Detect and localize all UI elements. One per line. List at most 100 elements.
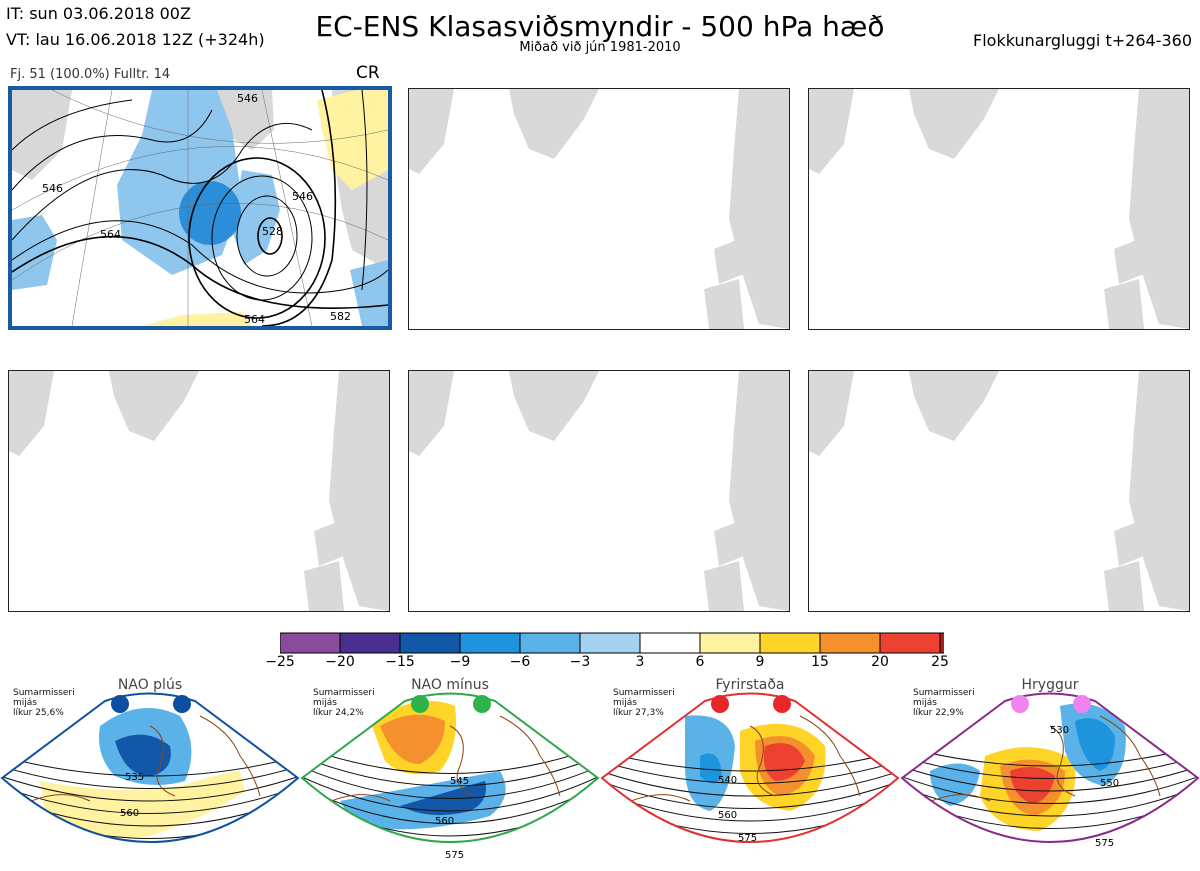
colorbar-tick-label: −25 (265, 654, 295, 670)
classification-window: Flokkunargluggi t+264-360 (973, 31, 1192, 50)
anomaly-area (700, 753, 722, 784)
height-contour (902, 775, 1198, 804)
regime-contour-label: 550 (1100, 778, 1119, 789)
anomaly-area (380, 714, 445, 764)
height-contour (902, 765, 1198, 792)
cluster-panel-4[interactable] (8, 370, 390, 612)
regime-frame (300, 692, 600, 843)
cluster-panel-main[interactable]: 546 546 564 546 528 564 582 (8, 86, 392, 330)
regime-frequency: Sumarmisseri mijás líkur 22,9% (913, 688, 975, 718)
regime-map: 545 560 575 (300, 692, 600, 861)
regime-ridge: 530 550 575 Hryggur Sumarmisseri mijás líkur 2… (900, 676, 1200, 871)
regime-marker (1011, 695, 1029, 713)
contour-label: 546 (42, 182, 63, 195)
member-count: Fj. 51 (100.0%) Fulltr. 14 (10, 67, 171, 82)
cluster-map-2 (409, 89, 789, 329)
colorbar-tick-label: −20 (325, 654, 355, 670)
height-contour (2, 775, 298, 802)
regime-map: 540 560 575 (600, 692, 900, 844)
cluster-map-4 (9, 371, 389, 611)
colorbar-tick-label: −15 (385, 654, 415, 670)
height-contour (2, 765, 298, 789)
chart-title: EC-ENS Klasasviðsmyndir - 500 hPa hæð (315, 10, 885, 43)
regime-frequency-line: mijás (13, 698, 37, 708)
anomaly-area (1010, 767, 1055, 804)
regime-contour-label: 530 (1050, 725, 1069, 736)
colorbar-segment (819, 632, 881, 654)
regime-frequency-line: mijás (913, 698, 937, 708)
cluster-map-main: 546 546 564 546 528 564 582 (12, 90, 388, 326)
height-contour (602, 790, 898, 822)
regime-frame (600, 692, 900, 843)
cluster-map-5 (409, 371, 789, 611)
height-contour (902, 755, 1198, 779)
colorbar-tick-label: 9 (755, 654, 765, 670)
regime-contour-label: 575 (738, 833, 757, 844)
negative-anomaly-se (350, 260, 388, 326)
colorbar-segment (280, 632, 341, 654)
regime-frame (900, 692, 1200, 843)
contour-label: 546 (237, 92, 258, 105)
regime-contour-label: 560 (718, 810, 737, 821)
colorbar-tick-label: 25 (931, 654, 949, 670)
height-contour (302, 785, 598, 824)
regime-frequency: Sumarmisseri mijás líkur 25,6% (13, 688, 75, 718)
regime-map: 535 560 (0, 692, 300, 843)
chart-subtitle: Miðað við jún 1981-2010 (519, 40, 681, 55)
contour-label: 582 (330, 310, 351, 323)
height-contour (602, 760, 898, 784)
canada-land (12, 90, 72, 180)
colorbar-tick-label: 20 (871, 654, 889, 670)
colorbar-segment (879, 632, 941, 654)
cluster-map-3 (809, 89, 1189, 329)
colorbar-segment (699, 632, 761, 654)
cluster-panel-6[interactable] (808, 370, 1190, 612)
regime-title: NAO mínus (411, 677, 489, 693)
colorbar-segment (939, 632, 944, 654)
height-contour (302, 765, 598, 799)
colorbar-segment (639, 632, 701, 654)
cluster-panel-5[interactable] (408, 370, 790, 612)
height-contour (602, 770, 898, 797)
anomaly-area (115, 734, 171, 776)
regime-frequency-line: líkur 27,3% (613, 708, 664, 718)
strong-negative-anomaly (179, 181, 241, 245)
regime-marker (411, 695, 429, 713)
regime-map: 530 550 575 (900, 692, 1200, 857)
height-contour (302, 775, 598, 812)
contour-label: 528 (262, 225, 283, 238)
colorbar-segment (339, 632, 401, 654)
contour-label: 564 (244, 313, 265, 326)
regime-title: Fyrirstaða (715, 677, 785, 693)
regime-frequency-line: mijás (313, 698, 337, 708)
regime-contour-label: 560 (120, 808, 139, 819)
colorbar-tick-label: −9 (449, 654, 471, 670)
regime-contour-label: 535 (125, 772, 144, 783)
colorbar-segment (579, 632, 641, 654)
colorbar-tick-label: 3 (635, 654, 645, 670)
colorbar-segment (399, 632, 461, 654)
regime-nao-minus: 545 560 575 NAO mínus Sumarmisseri mijás líkur… (300, 676, 600, 871)
initial-time: IT: sun 03.06.2018 00Z (6, 4, 191, 23)
anomaly-area (763, 743, 805, 781)
height-contours (12, 90, 388, 326)
regime-frequency-line: mijás (613, 698, 637, 708)
colorbar-segment (459, 632, 521, 654)
regime-frequency-line: Sumarmisseri (13, 688, 75, 698)
regime-code: CR (356, 63, 380, 83)
regime-frequency-line: Sumarmisseri (313, 688, 375, 698)
negative-anomaly-west (12, 215, 57, 290)
regime-contour-label: 545 (450, 776, 469, 787)
height-contour (902, 745, 1198, 767)
colorbar-tick-label: 6 (695, 654, 705, 670)
regime-marker (473, 695, 491, 713)
cluster-panel-3[interactable] (808, 88, 1190, 330)
graticule (12, 90, 388, 326)
regime-nao-plus: 535 560 NAO plús Sumarmisseri mijás líkur 25,… (0, 676, 300, 871)
cluster-panel-2[interactable] (408, 88, 790, 330)
regime-frequency-line: líkur 25,6% (13, 708, 64, 718)
negative-anomaly-east (232, 170, 280, 265)
regime-frequency-line: Sumarmisseri (913, 688, 975, 698)
cluster-map-6 (809, 371, 1189, 611)
anomaly-area (1012, 849, 1045, 857)
